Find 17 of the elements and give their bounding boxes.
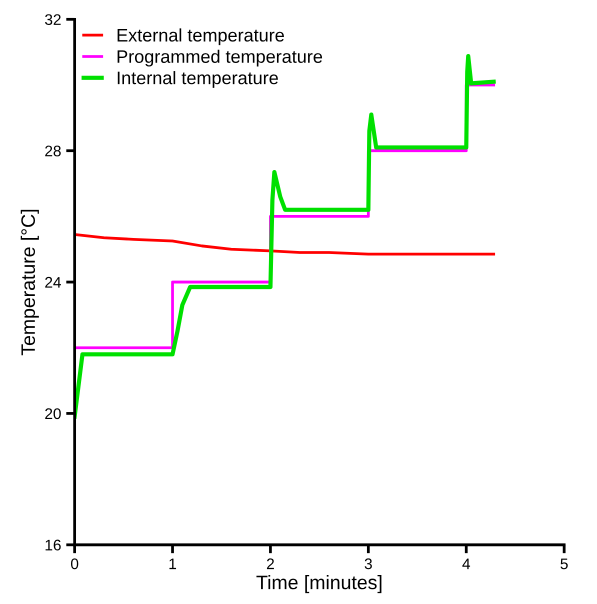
y-tick-label: 32 <box>45 14 61 26</box>
line-series <box>74 233 496 256</box>
legend-label: External temperature <box>118 28 284 46</box>
x-axis-title: Time [minutes] <box>256 575 382 594</box>
y-tick-label: 24 <box>45 276 61 288</box>
y-axis-title: Temperature [°C] <box>20 210 39 356</box>
x-tick-label: 1 <box>169 558 176 570</box>
y-tick-label: 20 <box>45 408 61 420</box>
y-tick-label: 16 <box>46 540 61 550</box>
x-tick-label: 5 <box>560 558 568 570</box>
x-tick-label: 2 <box>266 558 274 570</box>
legend-label: Programmed temperature <box>118 50 322 67</box>
legend-label: Internal temperature <box>118 71 278 88</box>
x-tick-label: 3 <box>364 558 372 570</box>
y-tick-label: 28 <box>45 146 61 156</box>
x-tick-label: 0 <box>70 558 78 570</box>
x-tick-label: 4 <box>462 558 470 570</box>
